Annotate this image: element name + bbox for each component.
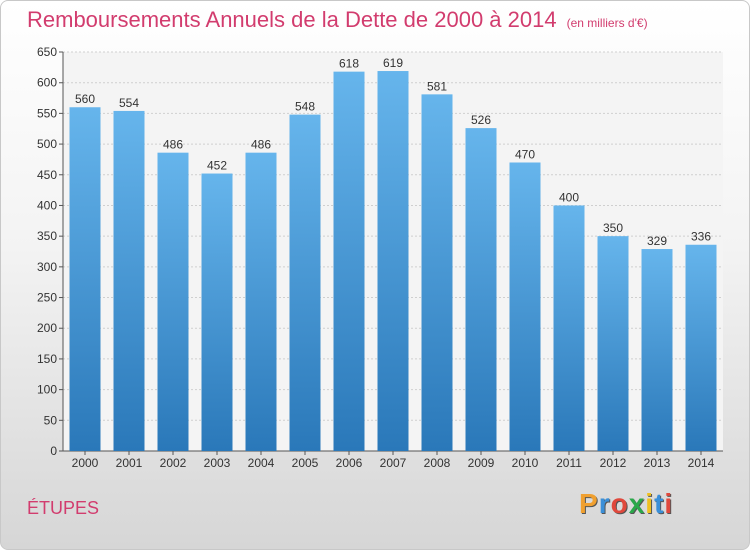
bar-value-label: 526 (471, 113, 491, 127)
chart-subtitle: (en milliers d'€) (566, 16, 648, 30)
bar (289, 114, 321, 451)
bar (113, 110, 145, 451)
bar-value-label: 470 (515, 147, 535, 161)
bar-value-label: 548 (295, 100, 315, 114)
bar-value-label: 554 (119, 96, 139, 110)
bar-value-label: 581 (427, 79, 447, 93)
bar-value-label: 486 (163, 138, 183, 152)
y-tick-label: 250 (37, 291, 57, 305)
y-tick-label: 350 (37, 229, 57, 243)
y-tick-label: 50 (44, 413, 58, 427)
x-tick-label: 2003 (204, 456, 231, 470)
bar (157, 152, 189, 451)
bar-value-label: 329 (647, 234, 667, 248)
brand-logo: Proxiti (579, 488, 673, 520)
bar-value-label: 350 (603, 221, 623, 235)
y-tick-label: 550 (37, 106, 57, 120)
y-tick-label: 100 (37, 383, 57, 397)
x-tick-label: 2004 (248, 456, 275, 470)
x-tick-label: 2001 (116, 456, 143, 470)
y-tick-label: 400 (37, 198, 57, 212)
y-tick-label: 500 (37, 137, 57, 151)
x-tick-label: 2006 (336, 456, 363, 470)
brand-letter: P (579, 488, 599, 519)
brand-letter: i (664, 488, 674, 519)
bar-value-label: 452 (207, 159, 227, 173)
bar-value-label: 560 (75, 92, 95, 106)
bar-value-label: 336 (691, 230, 711, 244)
y-tick-label: 600 (37, 76, 57, 90)
x-tick-label: 2002 (160, 456, 187, 470)
chart-title-text: Remboursements Annuels de la Dette de 20… (27, 7, 557, 32)
bar-value-label: 400 (559, 190, 579, 204)
y-tick-label: 200 (37, 321, 57, 335)
x-tick-label: 2008 (424, 456, 451, 470)
x-tick-label: 2012 (600, 456, 627, 470)
x-tick-label: 2009 (468, 456, 495, 470)
y-tick-label: 150 (37, 352, 57, 366)
y-tick-label: 0 (50, 444, 57, 458)
bar (641, 249, 673, 451)
brand-letter: t (654, 488, 665, 519)
bar (553, 205, 585, 451)
commune-label: ÉTUPES (27, 498, 100, 518)
y-tick-label: 450 (37, 168, 57, 182)
brand-letter: i (645, 488, 655, 519)
bar (69, 107, 101, 451)
bar (597, 236, 629, 451)
y-tick-label: 300 (37, 260, 57, 274)
x-tick-label: 2010 (512, 456, 539, 470)
x-tick-label: 2005 (292, 456, 319, 470)
bar (377, 71, 409, 451)
brand-letter: r (598, 488, 611, 519)
chart-title: Remboursements Annuels de la Dette de 20… (27, 7, 648, 33)
bar (509, 162, 541, 451)
brand-letter: o (610, 488, 629, 519)
bar (685, 244, 717, 451)
brand-letter: x (628, 488, 646, 519)
x-tick-label: 2000 (72, 456, 99, 470)
bar (333, 71, 365, 452)
bar (421, 94, 453, 452)
bar-value-label: 618 (339, 57, 359, 71)
bar-value-label: 619 (383, 56, 403, 70)
bar (465, 128, 497, 451)
y-tick-label: 650 (37, 45, 57, 59)
x-tick-label: 2013 (644, 456, 671, 470)
x-tick-label: 2014 (688, 456, 715, 470)
bar-value-label: 486 (251, 138, 271, 152)
bar (201, 173, 233, 451)
x-tick-label: 2007 (380, 456, 407, 470)
x-tick-label: 2011 (556, 456, 582, 470)
bar (245, 152, 277, 451)
